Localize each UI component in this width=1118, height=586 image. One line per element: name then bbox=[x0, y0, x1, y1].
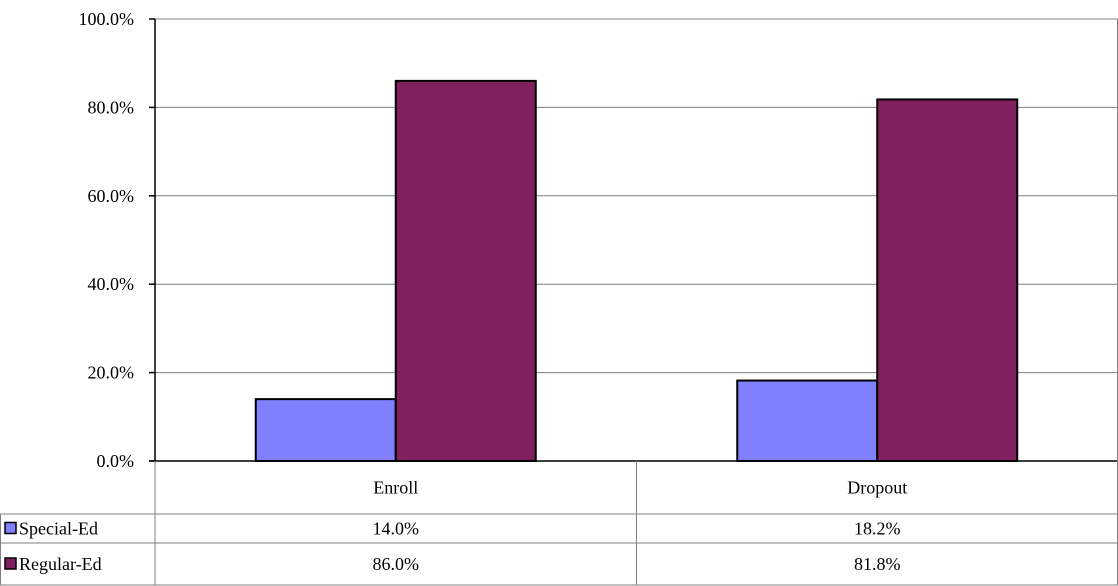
y-tick-label: 60.0% bbox=[88, 186, 135, 206]
y-tick-label: 80.0% bbox=[88, 97, 135, 117]
legend-swatch-regular-ed bbox=[4, 557, 17, 570]
x-tick-label: Enroll bbox=[373, 478, 418, 498]
data-label: 81.8% bbox=[854, 554, 901, 574]
legend-label-special-ed: Special-Ed bbox=[19, 519, 98, 539]
bar-special-ed-dropout bbox=[736, 379, 879, 462]
bar-regular-ed-dropout bbox=[876, 98, 1019, 462]
data-label: 18.2% bbox=[854, 519, 901, 539]
y-tick-label: 40.0% bbox=[88, 274, 135, 294]
data-label: 86.0% bbox=[373, 554, 420, 574]
y-tick-label: 20.0% bbox=[88, 363, 135, 383]
bars bbox=[254, 79, 1019, 462]
legend-label-regular-ed: Regular-Ed bbox=[19, 554, 102, 574]
y-tick-label: 0.0% bbox=[97, 451, 135, 471]
bar-special-ed-enroll bbox=[254, 398, 397, 462]
bar-regular-ed-enroll bbox=[394, 79, 537, 462]
x-tick-label: Dropout bbox=[847, 478, 907, 498]
data-table: Enroll Dropout Special-Ed 14.0% 18.2% Regular… bbox=[0, 461, 1118, 586]
legend-swatch-special-ed bbox=[4, 521, 17, 535]
data-label: 14.0% bbox=[373, 519, 420, 539]
y-axis-ticks: 0.0% 20.0% 40.0% 60.0% 80.0% 100.0% bbox=[79, 9, 155, 471]
y-tick-label: 100.0% bbox=[79, 9, 135, 29]
